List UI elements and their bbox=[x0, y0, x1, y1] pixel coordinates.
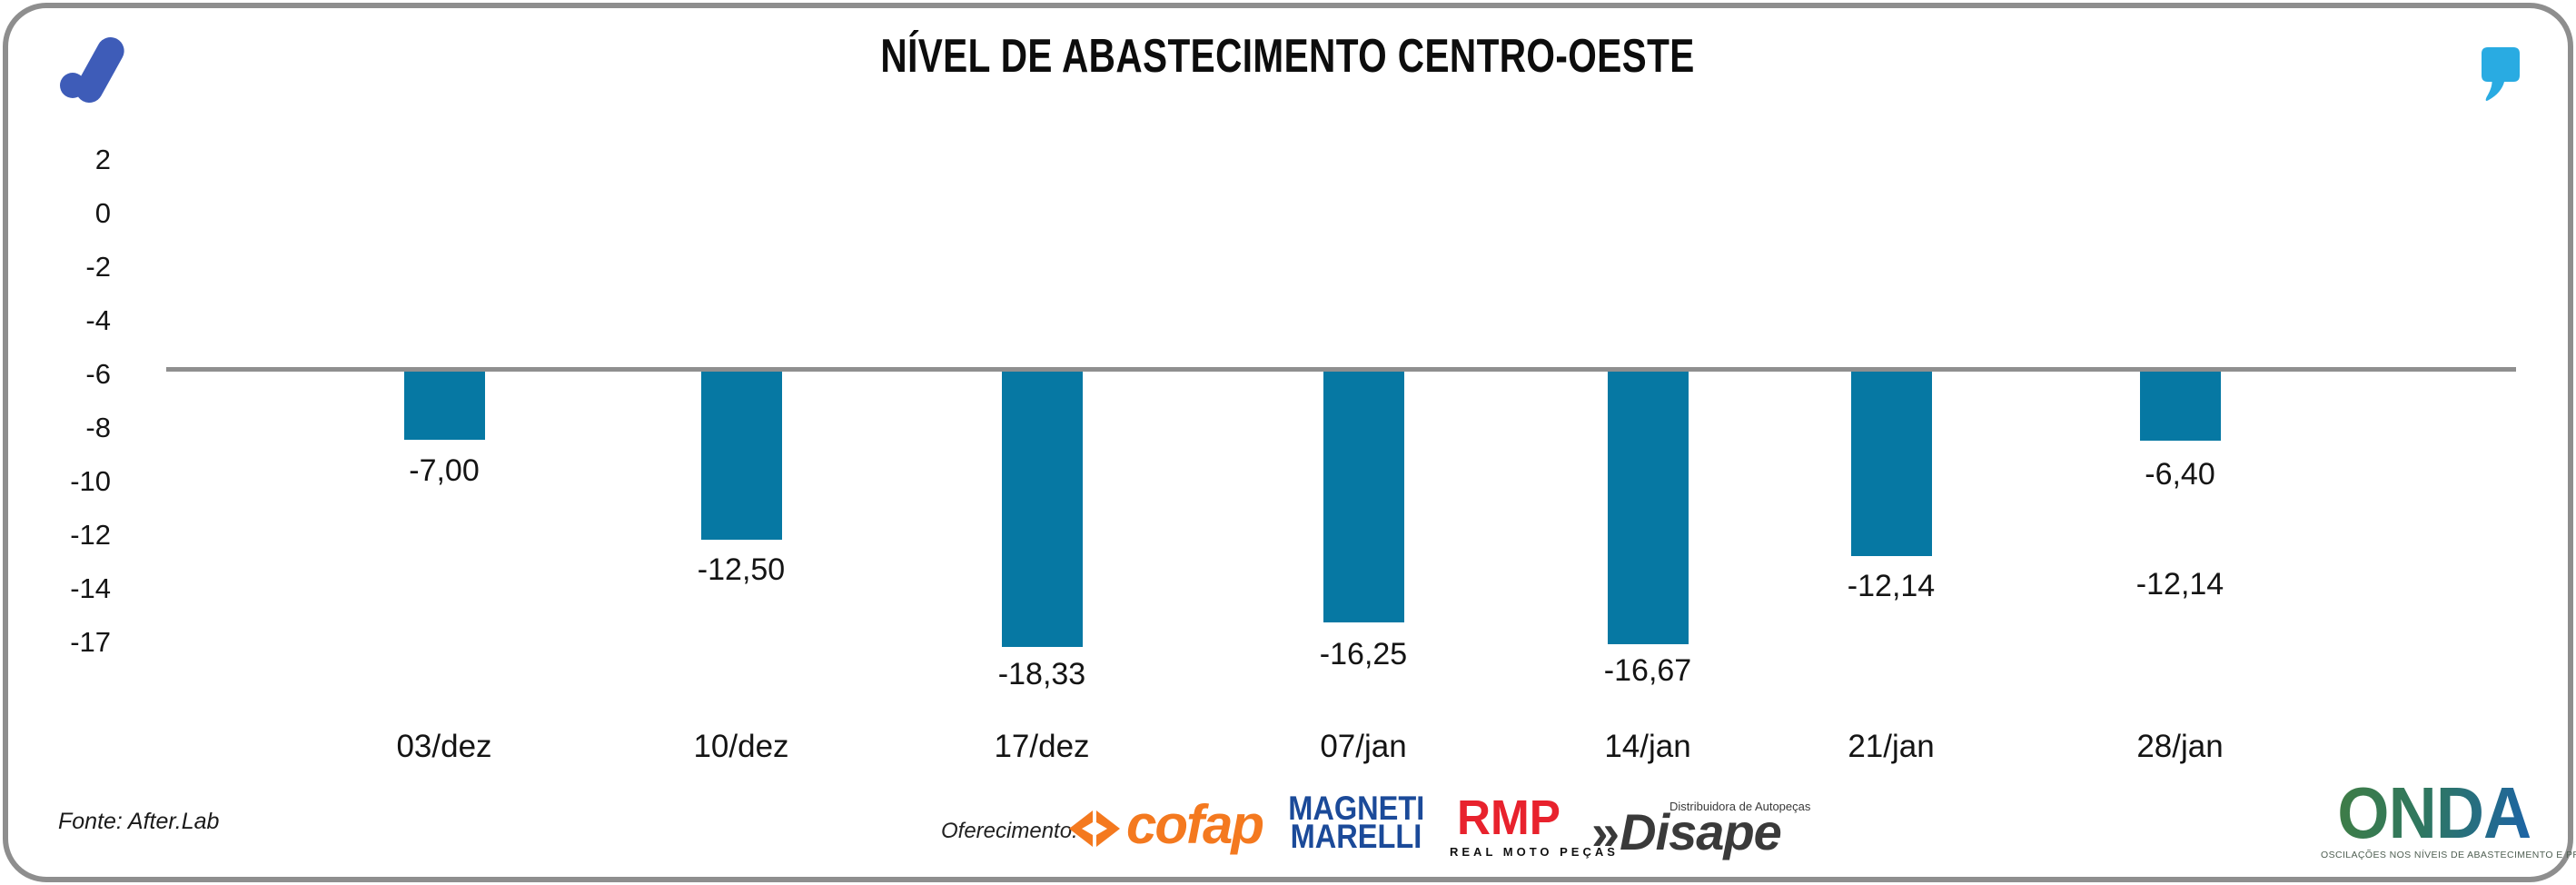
value-label: -16,67 bbox=[1603, 653, 1692, 688]
disape-subtext: Distribuidora de Autopeças bbox=[1669, 800, 1811, 813]
magneti-line1: MAGNETI bbox=[1288, 790, 1425, 827]
bar-28-jan bbox=[2140, 372, 2221, 441]
date-label: 03/dez bbox=[396, 729, 492, 764]
date-label: 14/jan bbox=[1604, 729, 1691, 764]
rmp-wordmark: RMP bbox=[1457, 791, 1560, 845]
disape-wordmark: »Disape bbox=[1591, 807, 1782, 858]
y-tick: -8 bbox=[85, 412, 111, 443]
bar-17-dez bbox=[1002, 372, 1083, 647]
date-label: 21/jan bbox=[1848, 729, 1935, 764]
value-label: -12,14 bbox=[1847, 569, 1936, 603]
source-note: Fonte: After.Lab bbox=[58, 809, 220, 834]
chart-title: NÍVEL DE ABASTECIMENTO CENTRO-OESTE bbox=[880, 30, 1696, 83]
date-label: 10/dez bbox=[693, 729, 789, 764]
sponsors-label: Oferecimento: bbox=[941, 819, 1078, 843]
y-tick: -10 bbox=[70, 465, 111, 497]
value-label: -18,33 bbox=[997, 657, 1086, 691]
y-tick: -2 bbox=[85, 251, 111, 283]
rmp-logo: RMP REAL MOTO PEÇAS bbox=[1450, 791, 1619, 859]
quote-icon bbox=[2482, 47, 2520, 101]
y-tick: -12 bbox=[70, 519, 111, 551]
bar-07-jan bbox=[1323, 372, 1404, 622]
value-label: -16,25 bbox=[1319, 637, 1408, 671]
rmp-subtext: REAL MOTO PEÇAS bbox=[1450, 845, 1619, 859]
bar-21-jan bbox=[1851, 372, 1932, 556]
disape-chevrons-icon: » bbox=[1591, 803, 1620, 860]
value-label: -7,00 bbox=[409, 453, 480, 488]
magneti-marelli-logo: MAGNETI MARELLI bbox=[1279, 790, 1433, 855]
value-label: -12,50 bbox=[697, 552, 786, 587]
bar-10-dez bbox=[701, 372, 782, 540]
extra-value-label: -12,14 bbox=[2135, 567, 2224, 602]
y-tick: -14 bbox=[70, 572, 111, 604]
magneti-line2: MARELLI bbox=[1290, 818, 1422, 855]
date-label: 28/jan bbox=[2136, 729, 2224, 764]
page-title-wrap: NÍVEL DE ABASTECIMENTO CENTRO-OESTE bbox=[0, 29, 2576, 84]
baseline-line bbox=[166, 367, 2516, 372]
cofap-emblem-icon bbox=[1069, 810, 1120, 847]
bar-03-dez bbox=[404, 372, 485, 440]
date-label: 07/jan bbox=[1320, 729, 1407, 764]
disape-name: Disape bbox=[1620, 803, 1782, 860]
y-tick: 2 bbox=[94, 144, 111, 175]
y-tick: -4 bbox=[85, 304, 111, 336]
card-frame bbox=[3, 3, 2573, 882]
value-label: -6,40 bbox=[2145, 457, 2215, 492]
onda-logo: ONDA OSCILAÇÕES NOS NÍVEIS DE ABASTECIME… bbox=[2321, 772, 2576, 861]
date-label: 17/dez bbox=[994, 729, 1090, 764]
onda-tagline: OSCILAÇÕES NOS NÍVEIS DE ABASTECIMENTO E… bbox=[2321, 850, 2576, 860]
y-tick: -17 bbox=[70, 626, 111, 658]
y-tick: 0 bbox=[94, 197, 111, 229]
cofap-wordmark: cofap bbox=[1126, 794, 1264, 855]
bar-14-jan bbox=[1608, 372, 1689, 644]
y-tick: -6 bbox=[85, 358, 111, 390]
onda-wordmark: ONDA bbox=[2337, 772, 2531, 853]
